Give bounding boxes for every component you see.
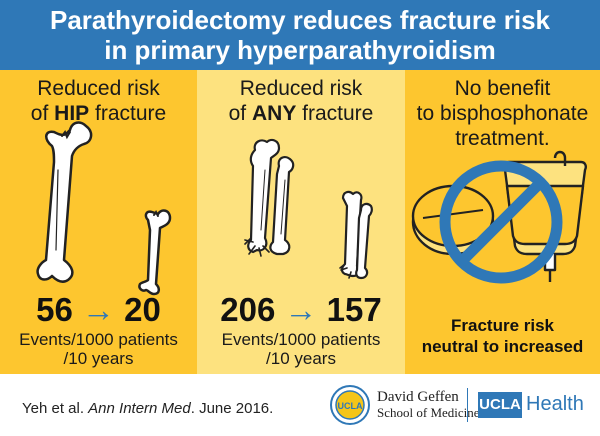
value-after: 20 — [124, 291, 161, 328]
header-banner: Parathyroidectomy reduces fracture risk … — [0, 0, 600, 70]
panel-title: Reduced risk of HIP fracture — [30, 77, 167, 125]
units-label: Events/1000 patients /10 years — [221, 330, 381, 368]
title-emphasis: ANY — [251, 102, 297, 125]
value-before: 56 — [36, 291, 73, 328]
ucla-seal-logo: UCLA — [330, 385, 370, 425]
panel-title: Reduced risk of ANY fracture — [228, 77, 374, 125]
femur-bone-fracture-icon — [36, 121, 172, 296]
panel-title: No benefit to bisphosphonate treatment. — [416, 77, 589, 150]
panel-bisphosphonate: No benefit to bisphosphonate treatment. — [405, 70, 600, 374]
health-wordmark: Health — [526, 393, 584, 415]
footer: Yeh et al. Ann Intern Med. June 2016. UC… — [0, 374, 600, 436]
arrow-right-icon: → — [82, 291, 115, 328]
logo-divider — [467, 388, 468, 422]
units-label: Events/1000 patients /10 years — [19, 330, 178, 368]
value-after: 157 — [326, 291, 382, 328]
seal-text: UCLA — [338, 401, 363, 411]
title-emphasis: HIP — [54, 102, 90, 125]
fracture-risk-note: Fracture risk neutral to increased — [421, 316, 584, 356]
panel-any-fracture: Reduced risk of ANY fracture 206 → 157 — [197, 70, 405, 374]
title-line-1: Parathyroidectomy reduces fracture risk — [50, 5, 550, 35]
arrow-right-icon: → — [284, 291, 318, 328]
panel-hip-fracture: Reduced risk of HIP fracture 56 → 20 Eve… — [0, 70, 197, 374]
title-line-2: in primary hyperparathyroidism — [104, 35, 496, 65]
any-fracture-values: 206 → 157 — [197, 292, 405, 328]
pill-and-iv-bag-prohibited-icon — [411, 150, 587, 284]
forearm-bones-fracture-icon — [244, 138, 373, 280]
school-name: David Geffen School of Medicine — [377, 389, 480, 420]
journal-name: Ann Intern Med — [88, 400, 191, 417]
citation: Yeh et al. Ann Intern Med. June 2016. — [22, 400, 274, 417]
hip-fracture-values: 56 → 20 — [0, 292, 197, 328]
value-before: 206 — [220, 291, 276, 328]
ucla-logo-box: UCLA — [478, 392, 522, 418]
